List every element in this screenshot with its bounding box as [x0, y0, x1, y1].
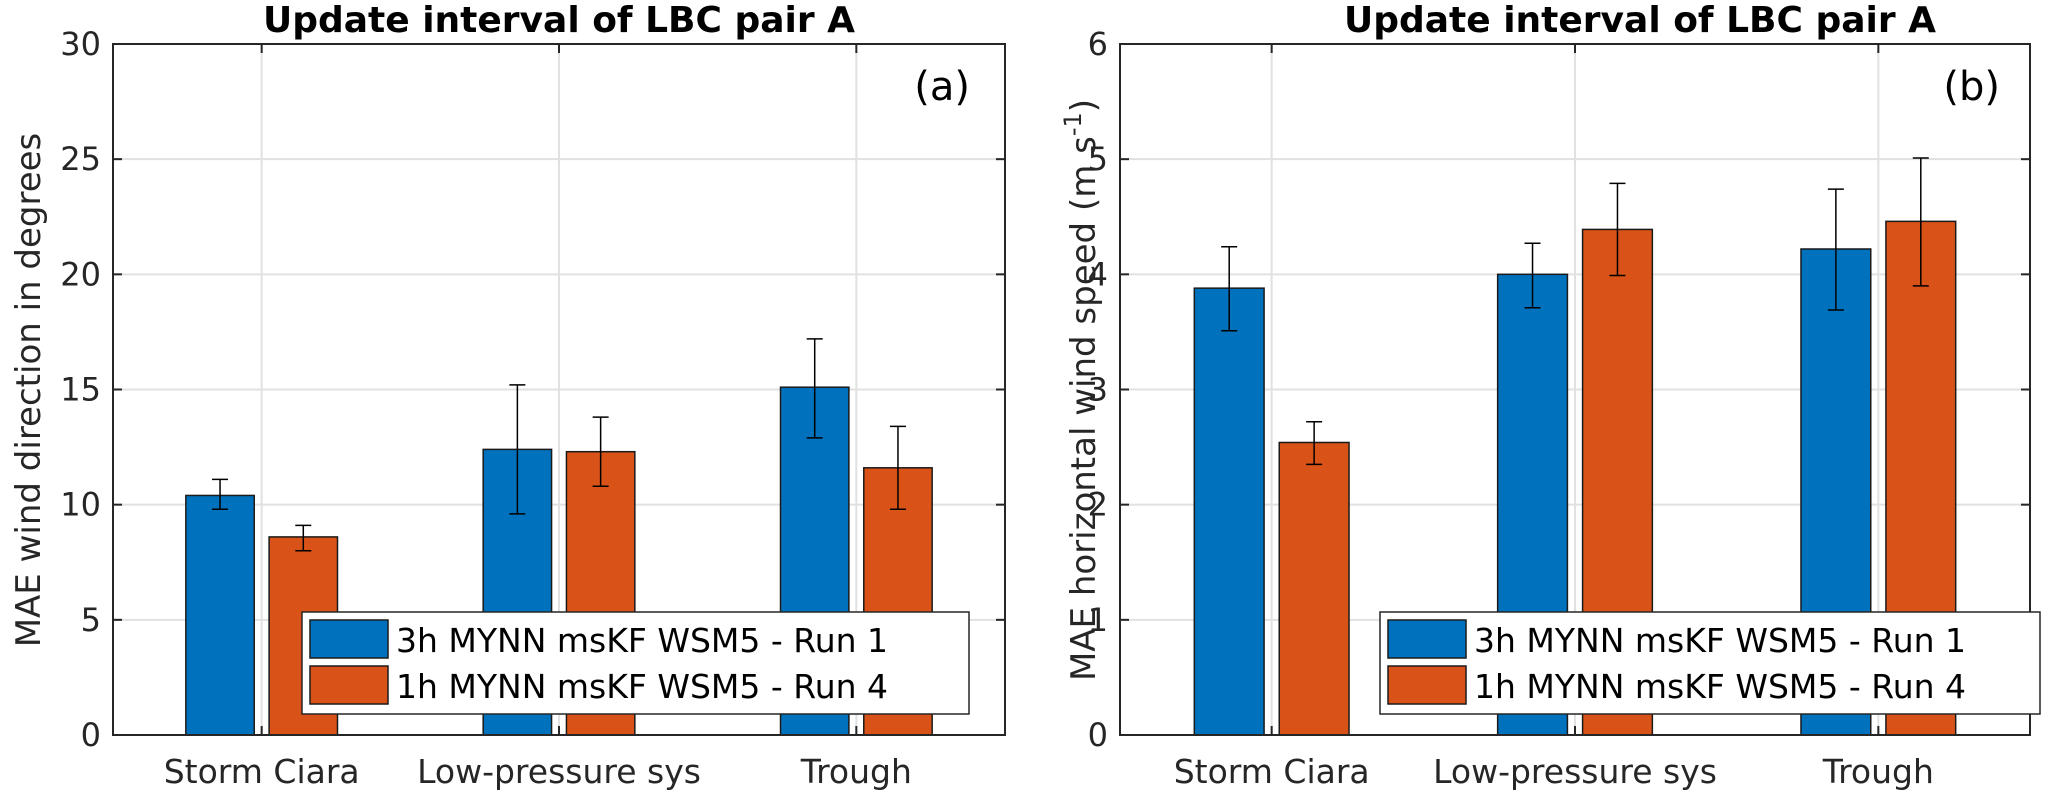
panel-label: (a) [914, 64, 970, 110]
y-tick-label: 30 [60, 25, 101, 63]
y-tick-label: 20 [60, 255, 101, 293]
y-tick-label: 25 [60, 140, 101, 178]
y-tick-label: 4 [1088, 255, 1108, 293]
legend-label: 3h MYNN msKF WSM5 - Run 1 [396, 621, 888, 660]
y-tick-label: 5 [81, 601, 101, 639]
legend-box [301, 611, 970, 715]
x-tick-label: Storm Ciara [164, 752, 360, 791]
bar [185, 494, 255, 736]
chart-title: Update interval of LBC pair A [263, 0, 855, 41]
x-tick-label: Low-pressure sys [1433, 752, 1717, 791]
bar [1278, 441, 1350, 736]
chart-title: Update interval of LBC pair A [1344, 0, 1936, 41]
chart-panel-a: 0 5 10 15 20 25 30 Storm Ciara Low-pressure sys T… [9, 0, 1006, 791]
plot-area: 0 5 10 15 20 25 30 Storm Ciara Low-pressure sys T… [60, 25, 1006, 791]
y-axis-label-main: MAE horizontal wind speed (m s [1064, 136, 1104, 681]
y-axis-label: MAE horizontal wind speed (m s-1) [1059, 99, 1104, 681]
x-tick-label: Trough [1822, 752, 1934, 791]
legend-swatch [309, 619, 389, 659]
y-axis-label-suffix: ) [1064, 99, 1104, 112]
y-tick-label: 0 [1088, 716, 1108, 754]
legend-label: 1h MYNN msKF WSM5 - Run 4 [1474, 667, 1966, 706]
y-tick-label: 3 [1088, 371, 1108, 409]
legend: 3h MYNN msKF WSM5 - Run 1 1h MYNN msKF WS… [301, 611, 970, 715]
plot-area: 0 1 2 3 4 5 6 Storm Ciara Low-pressure sys Trough… [1088, 25, 2041, 791]
legend-swatch [309, 665, 389, 705]
y-tick-label: 15 [60, 371, 101, 409]
y-tick-label: 1 [1088, 601, 1108, 639]
bar [1193, 287, 1265, 736]
legend-swatch [1387, 665, 1467, 705]
legend-label: 3h MYNN msKF WSM5 - Run 1 [1474, 621, 1966, 660]
legend: 3h MYNN msKF WSM5 - Run 1 1h MYNN msKF WS… [1379, 611, 2041, 715]
x-tick-label: Low-pressure sys [417, 752, 701, 791]
y-tick-label: 0 [81, 716, 101, 754]
x-tick-label: Storm Ciara [1174, 752, 1370, 791]
x-tick-label: Trough [800, 752, 912, 791]
y-tick-label: 10 [60, 486, 101, 524]
panel-label: (b) [1943, 64, 2000, 110]
chart-panel-b: 0 1 2 3 4 5 6 Storm Ciara Low-pressure sys Trough… [1059, 0, 2041, 791]
legend-swatch [1387, 619, 1467, 659]
y-axis-label-superscript: -1 [1059, 112, 1087, 136]
y-axis-label: MAE wind direction in degrees [9, 133, 49, 648]
legend-box [1379, 611, 2041, 715]
legend-label: 1h MYNN msKF WSM5 - Run 4 [396, 667, 888, 706]
y-tick-label: 5 [1088, 140, 1108, 178]
y-tick-label: 6 [1088, 25, 1108, 63]
y-tick-label: 2 [1088, 486, 1108, 524]
